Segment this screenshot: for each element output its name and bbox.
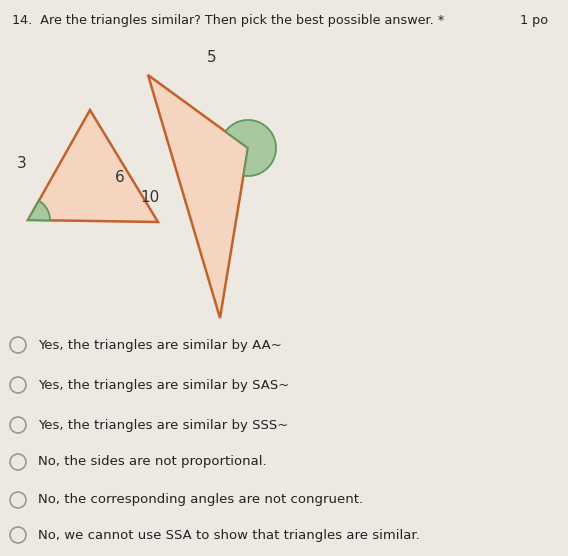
Text: 6: 6 [115, 171, 125, 186]
Wedge shape [28, 201, 50, 220]
Polygon shape [148, 75, 248, 318]
Text: 1 po: 1 po [520, 14, 548, 27]
Text: 5: 5 [207, 51, 217, 66]
Wedge shape [225, 120, 276, 176]
Text: 10: 10 [140, 191, 160, 206]
Text: Yes, the triangles are similar by SSS~: Yes, the triangles are similar by SSS~ [38, 419, 289, 431]
Text: Yes, the triangles are similar by SAS~: Yes, the triangles are similar by SAS~ [38, 379, 289, 391]
Text: Yes, the triangles are similar by AA~: Yes, the triangles are similar by AA~ [38, 339, 282, 351]
Text: No, we cannot use SSA to show that triangles are similar.: No, we cannot use SSA to show that trian… [38, 529, 420, 542]
Text: 3: 3 [17, 156, 27, 171]
Polygon shape [28, 110, 158, 222]
Text: No, the sides are not proportional.: No, the sides are not proportional. [38, 455, 266, 469]
Text: No, the corresponding angles are not congruent.: No, the corresponding angles are not con… [38, 494, 363, 507]
Text: 14.  Are the triangles similar? Then pick the best possible answer. *: 14. Are the triangles similar? Then pick… [12, 14, 444, 27]
